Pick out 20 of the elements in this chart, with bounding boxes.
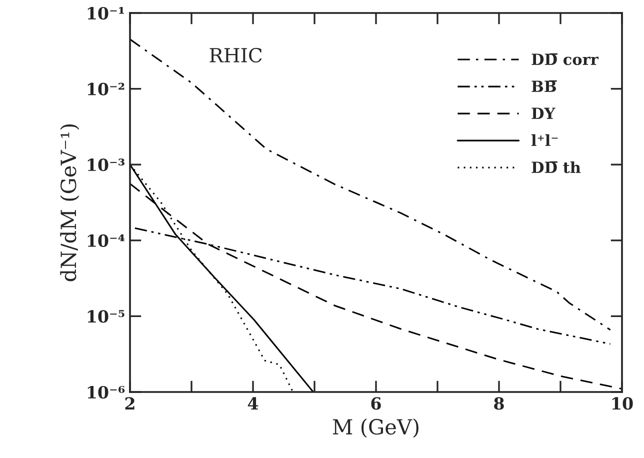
legend-label: DD̅ corr bbox=[532, 53, 599, 66]
y-tick-label: 10⁻² bbox=[88, 82, 124, 96]
y-tick-label: 10⁻⁵ bbox=[88, 310, 124, 323]
legend-label: l⁺l⁻ bbox=[532, 134, 558, 146]
y-tick-label: 10⁻⁶ bbox=[88, 386, 125, 399]
legend-label: BB̅ bbox=[532, 80, 557, 92]
legend-label: DD̅ th bbox=[532, 161, 581, 174]
y-tick-label: 10⁻³ bbox=[88, 158, 124, 172]
y-axis-title: dN/dM (GeV⁻¹) bbox=[60, 124, 80, 282]
x-tick-label: 8 bbox=[494, 397, 504, 410]
y-tick-label: 10⁻⁴ bbox=[88, 234, 125, 247]
line-series bbox=[130, 38, 612, 331]
x-tick-label: 2 bbox=[125, 397, 134, 410]
annotation: RHIC bbox=[210, 48, 262, 63]
x-tick-label: 10 bbox=[612, 397, 633, 410]
y-tick-label: 10⁻¹ bbox=[88, 6, 124, 20]
x-tick-label: 4 bbox=[248, 397, 258, 410]
x-axis-title: M (GeV) bbox=[332, 418, 418, 438]
x-tick-label: 6 bbox=[371, 397, 381, 410]
legend-label: DY bbox=[532, 108, 556, 119]
